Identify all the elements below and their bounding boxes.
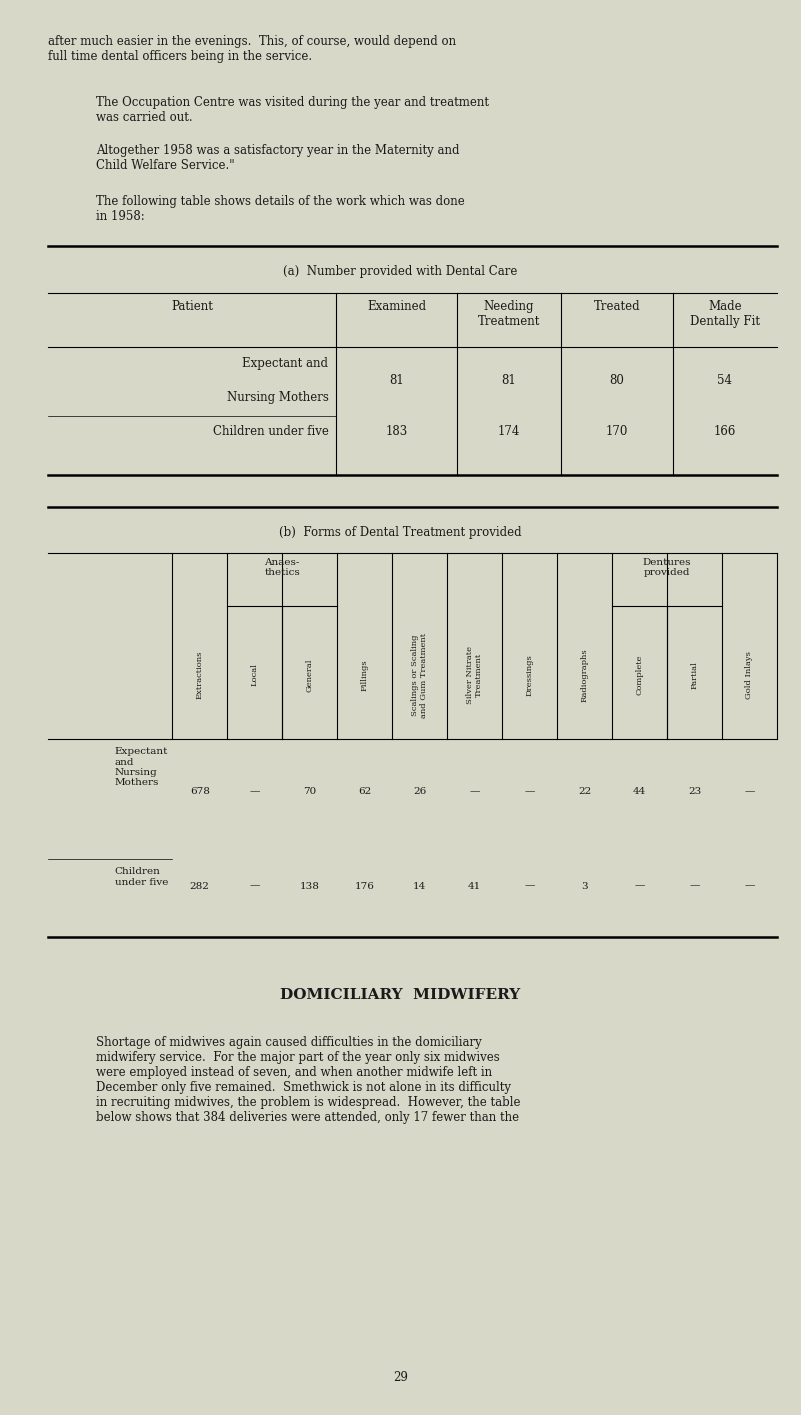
Text: —: — [690, 882, 700, 890]
Text: Children under five: Children under five [212, 424, 328, 437]
Text: Local: Local [251, 664, 259, 686]
Text: Nursing Mothers: Nursing Mothers [211, 391, 328, 403]
Text: 23: 23 [688, 787, 701, 795]
Text: 3: 3 [582, 882, 588, 890]
Text: 41: 41 [468, 882, 481, 890]
Text: —: — [525, 787, 535, 795]
Text: Anaes-
thetics: Anaes- thetics [264, 558, 300, 577]
Text: Examined: Examined [367, 300, 426, 313]
Text: Made
Dentally Fit: Made Dentally Fit [690, 300, 760, 328]
Text: General: General [306, 658, 314, 692]
Text: 80: 80 [610, 374, 624, 386]
Text: Silver Nitrate
Treatment: Silver Nitrate Treatment [466, 647, 483, 703]
Text: Altogether 1958 was a satisfactory year in the Maternity and
Child Welfare Servi: Altogether 1958 was a satisfactory year … [96, 144, 460, 173]
Text: (a)  Number provided with Dental Care: (a) Number provided with Dental Care [284, 265, 517, 277]
Text: —: — [249, 882, 260, 890]
Text: Gold Inlays: Gold Inlays [746, 651, 754, 699]
Text: Expectant and: Expectant and [243, 357, 328, 369]
Text: —: — [634, 882, 645, 890]
Text: Extractions: Extractions [195, 651, 203, 699]
Text: 81: 81 [501, 374, 516, 386]
Text: Complete: Complete [635, 655, 643, 695]
Text: Radiographs: Radiographs [581, 648, 589, 702]
Text: 70: 70 [303, 787, 316, 795]
Text: —: — [744, 882, 755, 890]
Text: 678: 678 [190, 787, 210, 795]
Text: Expectant
and
Nursing
Mothers: Expectant and Nursing Mothers [115, 747, 168, 787]
Text: 62: 62 [358, 787, 371, 795]
Text: Treated: Treated [594, 300, 640, 313]
Text: —: — [744, 787, 755, 795]
Text: 138: 138 [300, 882, 320, 890]
Text: 170: 170 [606, 424, 628, 437]
Text: The following table shows details of the work which was done
in 1958:: The following table shows details of the… [96, 195, 465, 224]
Text: 54: 54 [718, 374, 732, 386]
Text: 14: 14 [413, 882, 426, 890]
Text: (b)  Forms of Dental Treatment provided: (b) Forms of Dental Treatment provided [280, 526, 521, 539]
Text: Fillings: Fillings [360, 659, 368, 691]
Text: 166: 166 [714, 424, 736, 437]
Text: Dentures
provided: Dentures provided [642, 558, 691, 577]
Text: 22: 22 [578, 787, 591, 795]
Text: Partial: Partial [690, 661, 698, 689]
Text: Children
under five: Children under five [115, 867, 168, 887]
Text: 81: 81 [389, 374, 404, 386]
Text: 183: 183 [385, 424, 408, 437]
Text: 29: 29 [393, 1371, 408, 1384]
Text: Needing
Treatment: Needing Treatment [477, 300, 540, 328]
Text: Scalings or Scaling
and Gum Treatment: Scalings or Scaling and Gum Treatment [411, 633, 429, 717]
Text: 176: 176 [355, 882, 375, 890]
Text: The Occupation Centre was visited during the year and treatment
was carried out.: The Occupation Centre was visited during… [96, 96, 489, 125]
Text: Patient: Patient [171, 300, 213, 313]
Text: 174: 174 [497, 424, 520, 437]
Text: after much easier in the evenings.  This, of course, would depend on
full time d: after much easier in the evenings. This,… [48, 35, 457, 64]
Text: Dressings: Dressings [525, 654, 533, 696]
Text: —: — [525, 882, 535, 890]
Text: 26: 26 [413, 787, 426, 795]
Text: Shortage of midwives again caused difficulties in the domiciliary
midwifery serv: Shortage of midwives again caused diffic… [96, 1036, 521, 1124]
Text: 282: 282 [190, 882, 210, 890]
Text: DOMICILIARY  MIDWIFERY: DOMICILIARY MIDWIFERY [280, 988, 521, 1002]
Text: —: — [469, 787, 480, 795]
Text: 44: 44 [633, 787, 646, 795]
Text: —: — [249, 787, 260, 795]
